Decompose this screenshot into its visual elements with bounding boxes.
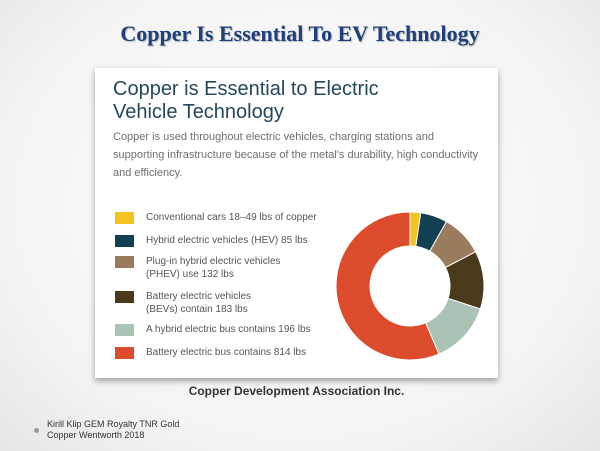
footnote: Kirill Klip GEM Royalty TNR Gold Copper …	[47, 419, 179, 441]
legend-text: Conventional cars	[146, 212, 229, 223]
legend-swatch	[115, 324, 134, 336]
footnote-line-1: Kirill Klip GEM Royalty TNR Gold	[47, 419, 180, 429]
card-title: Copper is Essential to Electric Vehicle …	[113, 78, 483, 124]
legend-swatch	[115, 212, 134, 224]
legend-value: 85 lbs	[281, 235, 308, 246]
legend-text: (PHEV) use 132 lbs	[146, 269, 234, 280]
legend-text: Battery electric vehicles	[146, 291, 252, 302]
infographic-card: Copper is Essential to Electric Vehicle …	[95, 68, 498, 378]
legend-value: 18–49 lbs	[228, 212, 273, 223]
donut-chart	[335, 211, 485, 361]
legend-swatch	[115, 291, 134, 303]
legend-label: Conventional cars 18–49 lbs of copper	[146, 211, 346, 224]
footnote-line-2: Copper Wentworth 2018	[47, 430, 145, 440]
card-description: Copper is used throughout electric vehic…	[113, 131, 479, 179]
legend-label: Plug-in hybrid electric vehicles (PHEV) u…	[146, 255, 346, 281]
legend-label: A hybrid electric bus contains 196 lbs	[146, 324, 311, 335]
legend-swatch	[115, 256, 134, 268]
legend-swatch	[115, 347, 134, 359]
legend-text: Hybrid electric vehicles (HEV)	[146, 235, 282, 246]
donut-slice-5	[335, 211, 440, 361]
card-title-line-1: Copper is Essential to Electric	[113, 78, 379, 100]
bullet-icon	[34, 428, 39, 433]
legend-text: of copper	[272, 212, 317, 223]
source-credit: Copper Development Association Inc.	[188, 384, 405, 398]
legend-text: Plug-in hybrid electric vehicles	[146, 256, 281, 267]
legend-label: Hybrid electric vehicles (HEV) 85 lbs	[146, 234, 346, 247]
legend-text: (BEVs) contain 183 lbs	[146, 304, 248, 315]
legend-label: Battery electric vehicles (BEVs) contain …	[146, 290, 346, 316]
legend-label: Battery electric bus contains 814 lbs	[146, 347, 307, 358]
legend-swatch	[115, 235, 134, 247]
slide-title: Copper Is Essential To EV Technology	[120, 21, 480, 46]
card-title-line-2: Vehicle Technology	[113, 101, 284, 123]
